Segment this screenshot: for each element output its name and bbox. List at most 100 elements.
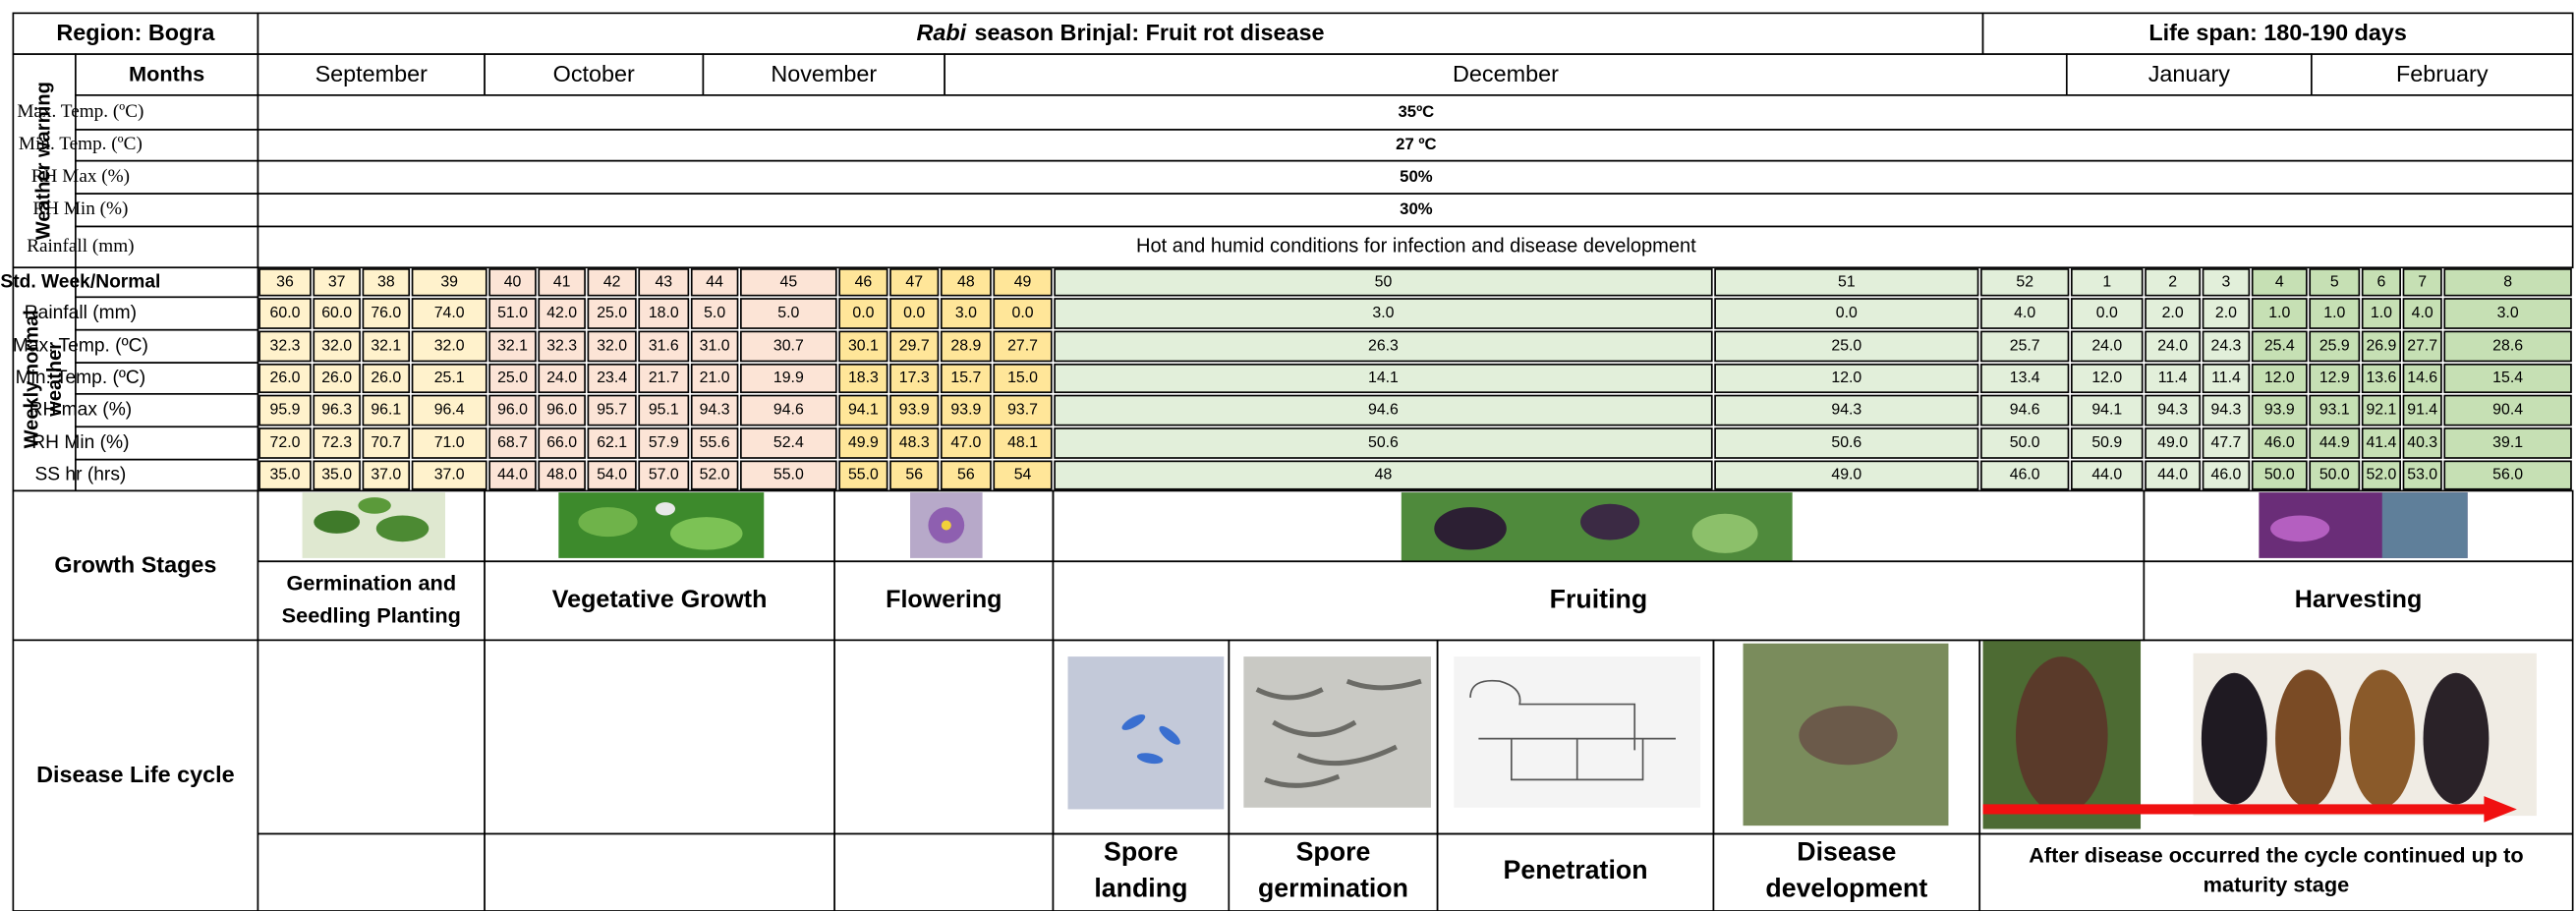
weekly-value: 54.0 [597,467,627,484]
weekly-value: 39 [440,273,458,290]
weekly-value: 32.1 [497,338,528,355]
weekly-row-label: SS hr (hrs) [34,465,126,485]
weekly-value: 45 [780,273,798,290]
warning-label: Rainfall (mm) [27,236,134,256]
fruit [2016,656,2108,814]
weekly-value: 46.0 [2211,467,2242,484]
harvest-photo [2382,492,2468,558]
weekly-value: 52 [2016,273,2033,290]
weekly-value: 30.7 [773,338,804,355]
warning-label: RH Max (%) [31,166,130,187]
weekly-value: 56 [905,467,923,484]
weekly-value: 32.1 [371,338,401,355]
weekly-row-label: Min. Temp. (ºC) [16,368,146,388]
disease-label: Disease Life cycle [36,762,234,787]
warning-label: Max. Temp. (ºC) [17,101,143,122]
weekly-value: 25.4 [2264,338,2295,355]
weekly-value: 0.0 [1836,305,1858,321]
weekly-value: 0.0 [1012,305,1034,321]
weekly-row-label: RH Min (%) [31,432,129,453]
weekly-row-label: RH max (%) [29,400,133,421]
weekly-value: 96.0 [497,402,528,419]
weekly-value: 44.0 [497,467,528,484]
growth-stage: Fruiting [1550,584,1647,613]
weekly-value: 7 [2418,273,2427,290]
growth-stage: Flowering [886,586,1002,613]
title-italic: Rabi [916,20,966,45]
weekly-value: 50.6 [1831,434,1861,451]
weekly-value: 95.7 [597,402,627,419]
weekly-value: 47 [905,273,923,290]
weekly-value: 15.0 [1007,370,1038,386]
weekly-value: 96.1 [371,402,401,419]
weekly-value: 39.1 [2492,434,2523,451]
weekly-value: 25.0 [497,370,528,386]
weekly-value: 94.3 [2211,402,2242,419]
weekly-value: 50.6 [1368,434,1399,451]
weekly-value: 54 [1014,467,1032,484]
fruit [2275,669,2341,807]
weekly-value: 93.9 [899,402,930,419]
weekly-value: 6 [2377,273,2386,290]
weekly-value: 49.0 [1831,467,1861,484]
weekly-value: 19.9 [773,370,804,386]
weekly-value: 57.9 [649,434,679,451]
weekly-value: 5 [2330,273,2339,290]
sheet: Region: BograRabiseason Brinjal: Fruit r… [0,0,2576,911]
weekly-value: 93.7 [1007,402,1038,419]
weekly-value: 49 [1014,273,1032,290]
month: November [771,61,877,86]
weekly-value: 27.7 [1007,338,1038,355]
weekly-value: 48.0 [546,467,577,484]
weekly-value: 57.0 [649,467,679,484]
weekly-value: 50.0 [2319,467,2350,484]
weekly-value: 14.1 [1368,370,1399,386]
growth-stage: Germination and [286,570,456,595]
weekly-row-label: Std. Week/Normal [0,271,160,292]
fruit [1692,514,1758,553]
weekly-value: 35.0 [321,467,352,484]
weekly-value: 12.0 [2264,370,2295,386]
weekly-value: 70.7 [371,434,401,451]
weekly-value: 15.7 [950,370,981,386]
weekly-value: 60.0 [321,305,352,321]
weekly-value: 12.0 [1831,370,1861,386]
weekly-value: 96.3 [321,402,352,419]
weekly-value: 93.9 [2264,402,2295,419]
fruit [2424,673,2490,805]
weekly-value: 24.3 [2211,338,2242,355]
weekly-value: 5.0 [704,305,725,321]
disease-stage: Penetration [1504,855,1648,884]
weekly-value: 0.0 [2096,305,2118,321]
weekly-value: 32.0 [434,338,465,355]
spore-photo [1068,656,1225,809]
weekly-value: 11.4 [2211,370,2241,386]
disease-stage: Spore [1104,837,1178,867]
weekly-value: 44.0 [2091,467,2122,484]
cell [485,833,834,911]
weekly-value: 1 [2102,273,2111,290]
weekly-value: 95.9 [270,402,301,419]
weekly-value: 49.9 [848,434,879,451]
warning-label: Min. Temp. (ºC) [19,134,143,154]
weekly-value: 55.0 [848,467,879,484]
weekly-value: 52.4 [773,434,804,451]
weekly-value: 55.0 [773,467,804,484]
weekly-value: 42.0 [546,305,577,321]
weekly-value: 25.0 [1831,338,1861,355]
weekly-value: 52.0 [2366,467,2396,484]
weekly-value: 4.0 [2014,305,2035,321]
weekly-value: 53.0 [2407,467,2437,484]
weekly-value: 49.0 [2157,434,2188,451]
weekly-value: 42 [603,273,621,290]
leaf [670,517,743,549]
weekly-row-label: Rainfall (mm) [25,303,137,323]
disease-stage: development [1765,873,1927,902]
lesion [1799,706,1897,765]
weekly-value: 0.0 [903,305,925,321]
weekly-value: 13.6 [2366,370,2396,386]
weekly-value: 47.0 [950,434,981,451]
weekly-value: 3.0 [1372,305,1394,321]
cell [834,640,1053,833]
month: September [315,61,429,86]
